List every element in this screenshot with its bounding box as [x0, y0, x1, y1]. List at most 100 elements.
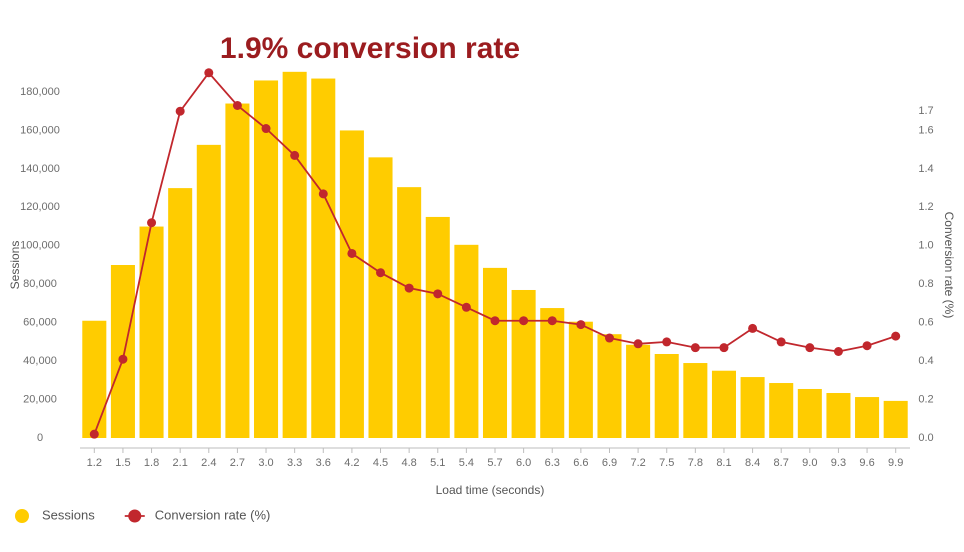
line-point [376, 268, 386, 278]
line-point [690, 343, 700, 353]
line-point [175, 106, 185, 116]
legend-label: Conversion rate (%) [155, 507, 271, 522]
bar [597, 334, 622, 438]
x-tick-label: 1.8 [144, 457, 159, 469]
y-tick-label: 60,000 [23, 317, 57, 329]
bar [654, 353, 679, 438]
x-tick-label: 2.1 [173, 457, 188, 469]
x-tick-label: 3.3 [287, 457, 302, 469]
x-tick-label: 2.7 [230, 457, 245, 469]
line-point [147, 218, 157, 228]
x-axis-title: Load time (seconds) [436, 483, 545, 497]
line-point [232, 100, 242, 110]
bar [568, 321, 593, 438]
y2-tick-label: 1.7 [918, 105, 933, 117]
y-tick-label: 20,000 [23, 393, 57, 405]
bar [826, 393, 851, 438]
x-tick-label: 3.0 [258, 457, 273, 469]
bar [482, 267, 508, 438]
x-tick-label: 6.6 [573, 457, 588, 469]
line-point [891, 331, 901, 341]
y-tick-label: 40,000 [23, 355, 57, 367]
y-tick-label: 120,000 [20, 201, 60, 213]
legend-marker [15, 509, 29, 523]
y-axis-title: Sessions [8, 241, 22, 290]
line-point [461, 302, 471, 312]
x-tick-label: 4.5 [373, 457, 388, 469]
line-point [433, 289, 443, 299]
x-tick-label: 7.2 [630, 457, 645, 469]
bar [168, 188, 193, 438]
x-tick-label: 6.9 [602, 457, 617, 469]
bar [540, 308, 565, 438]
bar [368, 157, 393, 438]
x-tick-label: 9.6 [859, 457, 874, 469]
bar [711, 370, 736, 438]
y2-tick-label: 0.4 [918, 355, 933, 367]
line-point [633, 339, 643, 349]
x-tick-label: 9.3 [831, 457, 846, 469]
x-tick-label: 9.9 [888, 457, 903, 469]
line-point [519, 316, 529, 326]
bar [225, 103, 250, 439]
line-point [576, 320, 586, 330]
bar [769, 383, 794, 438]
bar [311, 78, 336, 439]
bar [254, 80, 279, 438]
x-tick-label: 4.8 [401, 457, 416, 469]
bar [82, 320, 107, 438]
line-point [719, 343, 729, 353]
x-tick-label: 4.2 [344, 457, 359, 469]
line-point [547, 316, 557, 326]
y2-tick-label: 0.2 [918, 393, 933, 405]
line-point [662, 337, 672, 347]
y2-tick-label: 1.2 [918, 201, 933, 213]
line-point [347, 248, 357, 258]
x-tick-label: 8.1 [716, 457, 731, 469]
x-tick-label: 2.4 [201, 457, 216, 469]
bar [397, 187, 422, 438]
y2-tick-label: 0.6 [918, 317, 933, 329]
x-tick-label: 9.0 [802, 457, 817, 469]
y-tick-label: 80,000 [23, 278, 57, 290]
line-point [261, 124, 271, 134]
y-tick-label: 100,000 [20, 240, 60, 252]
x-tick-label: 8.4 [745, 457, 760, 469]
line-point [290, 150, 300, 160]
line-point [89, 429, 99, 439]
y-tick-label: 0 [37, 432, 43, 444]
bar [339, 130, 364, 438]
bar [855, 397, 880, 438]
x-tick-label: 7.5 [659, 457, 674, 469]
bar [139, 226, 164, 438]
line-point [490, 316, 500, 326]
line-point [776, 337, 786, 347]
x-tick-label: 6.3 [545, 457, 560, 469]
line-point [805, 343, 815, 353]
y-tick-label: 160,000 [20, 124, 60, 136]
x-tick-label: 7.8 [688, 457, 703, 469]
y-tick-label: 180,000 [20, 86, 60, 98]
x-tick-label: 3.6 [316, 457, 331, 469]
y-tick-label: 140,000 [20, 163, 60, 175]
y2-axis-title: Conversion rate (%) [942, 212, 956, 319]
y2-tick-label: 0.8 [918, 278, 933, 290]
y2-tick-label: 1.6 [918, 124, 933, 136]
legend-label: Sessions [42, 507, 95, 522]
line-point [118, 354, 128, 364]
line-point [604, 333, 614, 343]
line-point [833, 347, 843, 356]
x-tick-label: 5.1 [430, 457, 445, 469]
x-tick-label: 5.7 [487, 457, 502, 469]
line-point [748, 323, 758, 333]
y2-tick-label: 1.4 [918, 163, 933, 175]
bar [797, 388, 822, 438]
bar [110, 265, 135, 438]
bar [196, 144, 221, 438]
bar [740, 377, 765, 438]
bar [282, 71, 307, 439]
legend-marker [128, 509, 142, 523]
bar [425, 216, 450, 438]
bar [626, 344, 651, 438]
